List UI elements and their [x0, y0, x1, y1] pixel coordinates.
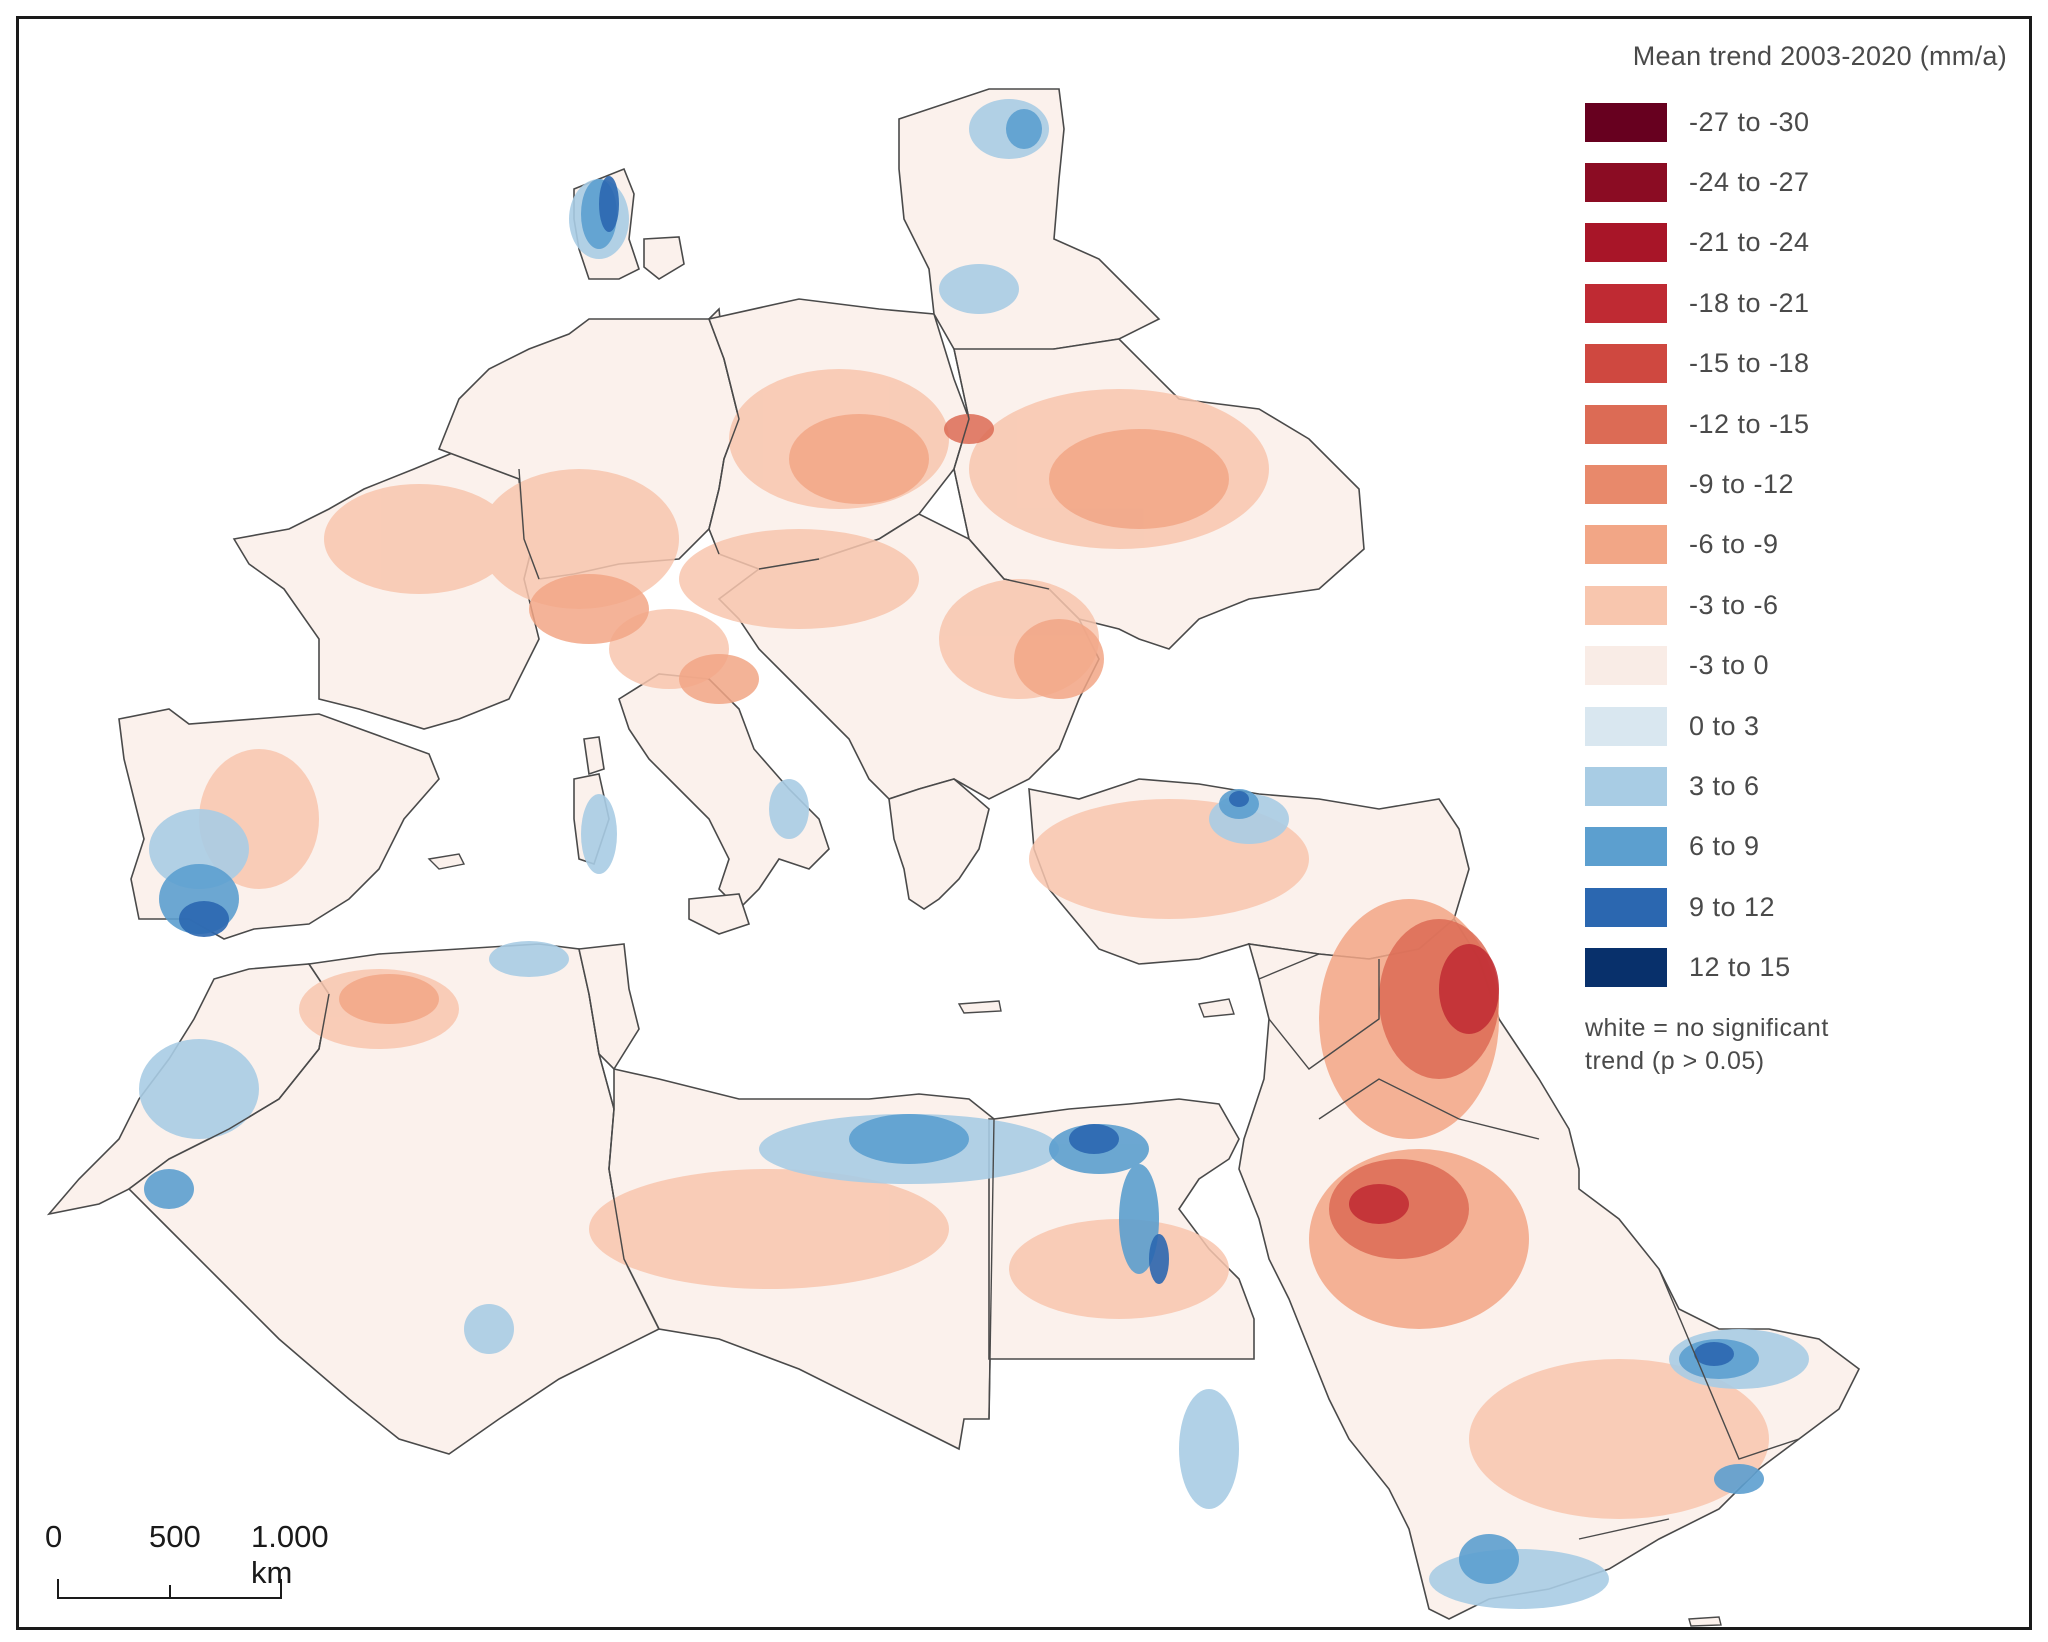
legend-label: 3 to 6	[1689, 770, 1760, 801]
legend-item: 6 to 9	[1585, 817, 2015, 877]
legend: Mean trend 2003-2020 (mm/a) -27 to -30 -2…	[1585, 41, 2015, 1078]
legend-item: -27 to -30	[1585, 92, 2015, 152]
scale-bar: 0 500 1.000 km	[45, 1519, 345, 1619]
legend-swatch	[1585, 223, 1667, 263]
legend-item: -24 to -27	[1585, 152, 2015, 212]
legend-item: -21 to -24	[1585, 213, 2015, 273]
scale-label-500: 500	[149, 1519, 201, 1554]
italy	[618, 673, 830, 911]
greece	[888, 778, 990, 910]
legend-note-line1: white = no significant	[1585, 1013, 1829, 1042]
scale-label-1000: 1.000 km	[251, 1519, 329, 1590]
map-frame: Mean trend 2003-2020 (mm/a) -27 to -30 -2…	[16, 16, 2032, 1630]
country-borders	[168, 318, 1800, 1540]
legend-items: -27 to -30 -24 to -27 -21 to -24 -18 to -21…	[1585, 92, 2015, 998]
legend-swatch	[1585, 465, 1667, 505]
legend-swatch	[1585, 827, 1667, 867]
legend-label: -21 to -24	[1689, 227, 1810, 258]
trend-map	[46, 88, 1861, 1627]
legend-title: Mean trend 2003-2020 (mm/a)	[1632, 41, 2007, 71]
legend-item: 0 to 3	[1585, 696, 2015, 756]
legend-item: -12 to -15	[1585, 394, 2015, 454]
sicily	[688, 893, 751, 935]
legend-label: 9 to 12	[1689, 891, 1776, 922]
legend-label: -6 to -9	[1689, 529, 1779, 560]
legend-item: 12 to 15	[1585, 937, 2015, 997]
legend-label: -3 to 0	[1689, 650, 1770, 681]
legend-swatch	[1585, 163, 1667, 203]
scale-tick-500	[169, 1585, 171, 1599]
legend-item: -6 to -9	[1585, 515, 2015, 575]
legend-label: 6 to 9	[1689, 831, 1760, 862]
legend-swatch	[1585, 283, 1667, 323]
legend-swatch	[1585, 344, 1667, 384]
legend-note-line2: trend (p > 0.05)	[1585, 1046, 1765, 1075]
legend-label: 12 to 15	[1689, 952, 1791, 983]
legend-note: white = no significant trend (p > 0.05)	[1585, 1012, 2015, 1078]
legend-label: -12 to -15	[1689, 408, 1810, 439]
trend-positive-strong	[179, 176, 1734, 1366]
legend-label: -27 to -30	[1689, 106, 1810, 137]
legend-swatch	[1585, 585, 1667, 625]
legend-swatch	[1585, 948, 1667, 988]
corsica	[583, 736, 605, 776]
legend-label: -24 to -27	[1689, 167, 1810, 198]
legend-item: 3 to 6	[1585, 756, 2015, 816]
legend-swatch	[1585, 646, 1667, 686]
legend-swatch	[1585, 766, 1667, 806]
islands	[427, 853, 1722, 1627]
scale-tick-0	[57, 1579, 59, 1599]
legend-swatch	[1585, 887, 1667, 927]
legend-swatch	[1585, 102, 1667, 142]
scale-tick-1000	[280, 1579, 282, 1599]
scale-label-0: 0	[45, 1519, 63, 1554]
denmark-islands	[643, 236, 685, 280]
legend-label: -18 to -21	[1689, 287, 1810, 318]
legend-label: 0 to 3	[1689, 710, 1760, 741]
legend-item: -3 to -6	[1585, 575, 2015, 635]
legend-swatch	[1585, 525, 1667, 565]
legend-item: -3 to 0	[1585, 636, 2015, 696]
legend-item: -15 to -18	[1585, 334, 2015, 394]
legend-label: -3 to -6	[1689, 589, 1779, 620]
legend-label: -15 to -18	[1689, 348, 1810, 379]
legend-item: -18 to -21	[1585, 273, 2015, 333]
trend-negative-very-strong	[1349, 944, 1499, 1224]
legend-item: 9 to 12	[1585, 877, 2015, 937]
legend-label: -9 to -12	[1689, 469, 1795, 500]
legend-swatch	[1585, 404, 1667, 444]
legend-item: -9 to -12	[1585, 454, 2015, 514]
legend-swatch	[1585, 706, 1667, 746]
